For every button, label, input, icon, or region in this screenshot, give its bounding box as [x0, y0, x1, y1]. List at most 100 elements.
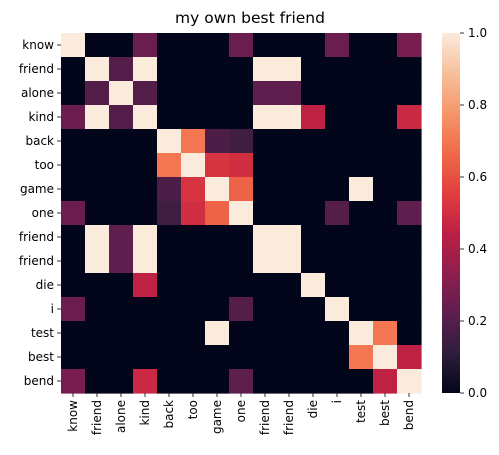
heatmap-cell — [373, 81, 398, 106]
heatmap-cell — [349, 249, 374, 274]
heatmap-cell — [325, 57, 350, 82]
heatmap-cell — [133, 249, 158, 274]
heatmap-cell — [373, 273, 398, 298]
heatmap-cell — [229, 105, 254, 130]
heatmap-cell — [349, 81, 374, 106]
heatmap-cell — [229, 273, 254, 298]
heatmap-cell — [349, 129, 374, 154]
heatmap-cell — [181, 57, 206, 82]
heatmap-cell — [253, 321, 278, 346]
heatmap-cell — [277, 345, 302, 370]
heatmap-cell — [397, 297, 422, 322]
heatmap-cell — [61, 177, 86, 202]
heatmap-cell — [109, 249, 134, 274]
heatmap-cell — [157, 345, 182, 370]
heatmap-cell — [301, 105, 326, 130]
x-tick-label: kind — [138, 400, 152, 426]
heatmap-cell — [397, 225, 422, 250]
heatmap-cell — [277, 33, 302, 58]
x-tick-label: die — [306, 400, 320, 418]
heatmap-cell — [181, 129, 206, 154]
heatmap-cell — [109, 273, 134, 298]
heatmap-cell — [181, 249, 206, 274]
y-tick-label: back — [25, 134, 54, 148]
heatmap-cell — [349, 369, 374, 394]
heatmap-cell — [277, 273, 302, 298]
heatmap-cell — [397, 57, 422, 82]
heatmap-cell — [253, 201, 278, 226]
heatmap-cell — [205, 345, 230, 370]
heatmap-cell — [397, 105, 422, 130]
y-tick-label: know — [22, 38, 54, 52]
heatmap-cell — [133, 153, 158, 178]
heatmap-cell — [253, 249, 278, 274]
heatmap-cell — [181, 105, 206, 130]
heatmap-cell — [253, 105, 278, 130]
heatmap-cell — [157, 297, 182, 322]
heatmap-cell — [277, 153, 302, 178]
heatmap-cell — [253, 177, 278, 202]
heatmap-cell — [157, 153, 182, 178]
heatmap-cell — [397, 249, 422, 274]
heatmap-cell — [181, 321, 206, 346]
heatmap-cell — [133, 129, 158, 154]
y-tick-label: friend — [19, 254, 54, 268]
heatmap-cell — [133, 105, 158, 130]
heatmap-cell — [157, 177, 182, 202]
heatmap-cell — [301, 153, 326, 178]
heatmap-cell — [85, 225, 110, 250]
heatmap-cell — [373, 369, 398, 394]
heatmap-cell — [205, 225, 230, 250]
heatmap-cell — [229, 369, 254, 394]
heatmap-cell — [301, 201, 326, 226]
heatmap-cell — [373, 345, 398, 370]
colorbar-gradient — [442, 33, 460, 393]
heatmap-cell — [133, 273, 158, 298]
heatmap-cell — [277, 225, 302, 250]
heatmap-cell — [205, 321, 230, 346]
heatmap-cell — [373, 177, 398, 202]
y-tick-label: best — [28, 350, 54, 364]
heatmap-cell — [373, 57, 398, 82]
heatmap-cell — [253, 369, 278, 394]
heatmap-cell — [181, 33, 206, 58]
heatmap-cell — [205, 105, 230, 130]
heatmap-cell — [205, 153, 230, 178]
heatmap-cell — [349, 57, 374, 82]
heatmap-cell — [349, 153, 374, 178]
heatmap-cell — [373, 33, 398, 58]
heatmap-cell — [229, 153, 254, 178]
x-tick-label: best — [378, 400, 392, 426]
heatmap-cell — [157, 57, 182, 82]
heatmap-cell — [205, 369, 230, 394]
heatmap-cell — [229, 249, 254, 274]
heatmap-cell — [301, 57, 326, 82]
x-tick-labels: know friend alone kind back too game one friend f… — [66, 393, 416, 435]
heatmap-cell — [157, 201, 182, 226]
heatmap-cell — [61, 249, 86, 274]
heatmap-cell — [373, 225, 398, 250]
x-tick-label: alone — [114, 400, 128, 433]
heatmap-cell — [301, 33, 326, 58]
heatmap-cell — [349, 297, 374, 322]
heatmap-cell — [229, 225, 254, 250]
heatmap-cell — [205, 177, 230, 202]
heatmap-cell — [301, 225, 326, 250]
heatmap-cell — [85, 297, 110, 322]
heatmap-cell — [253, 57, 278, 82]
heatmap-cell — [133, 297, 158, 322]
heatmap-cell — [85, 57, 110, 82]
heatmap-cell — [349, 105, 374, 130]
heatmap-cell — [349, 177, 374, 202]
heatmap-cell — [85, 273, 110, 298]
heatmap-cell — [205, 297, 230, 322]
heatmap-cell — [325, 201, 350, 226]
heatmap-cell — [397, 177, 422, 202]
y-tick-label: kind — [28, 110, 54, 124]
heatmap-cell — [373, 153, 398, 178]
y-tick-label: bend — [24, 374, 54, 388]
heatmap-cell — [133, 177, 158, 202]
heatmap-cell — [397, 129, 422, 154]
heatmap-cell — [397, 33, 422, 58]
heatmap-cell — [277, 81, 302, 106]
